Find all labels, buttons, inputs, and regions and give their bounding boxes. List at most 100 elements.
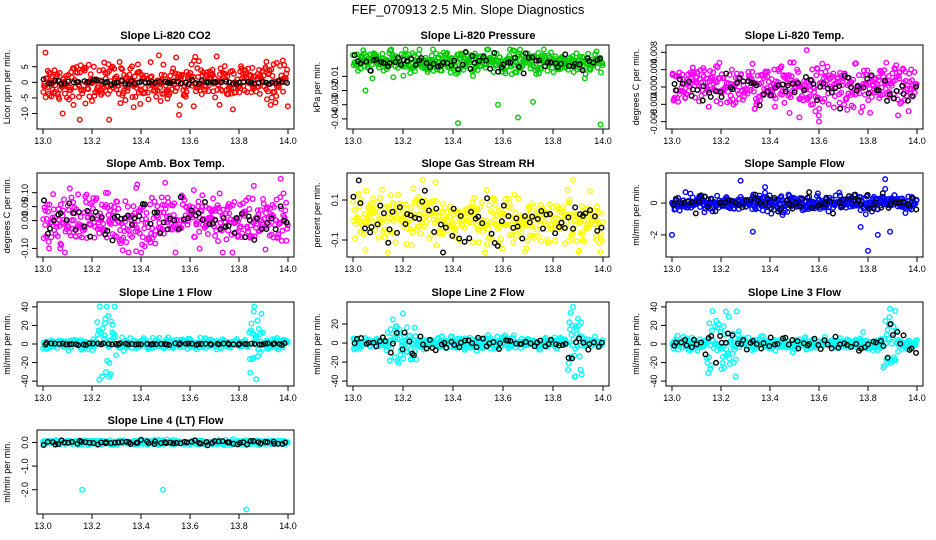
reference-point xyxy=(103,79,110,86)
data-point xyxy=(406,332,413,339)
data-point xyxy=(369,218,376,225)
reference-point xyxy=(113,79,120,86)
data-point xyxy=(224,73,231,80)
reference-point xyxy=(56,340,63,347)
reference-point xyxy=(882,78,889,85)
reference-point xyxy=(396,204,403,211)
reference-point xyxy=(537,337,544,344)
outlier-point xyxy=(865,247,872,254)
reference-point xyxy=(792,199,799,206)
data-point xyxy=(162,205,169,212)
reference-point xyxy=(840,196,847,203)
data-point xyxy=(705,103,712,110)
data-point xyxy=(868,94,875,101)
data-point xyxy=(538,238,545,245)
reference-point xyxy=(248,79,255,86)
data-point xyxy=(858,108,865,115)
reference-point xyxy=(679,80,686,87)
outlier-point xyxy=(577,366,584,373)
x-tick-label: 13.2 xyxy=(83,521,101,531)
reference-point xyxy=(533,57,540,64)
reference-point xyxy=(412,61,419,68)
reference-point xyxy=(144,340,151,347)
data-point xyxy=(113,233,120,240)
data-point xyxy=(430,216,437,223)
reference-point xyxy=(844,74,851,81)
reference-point xyxy=(479,220,486,227)
data-point xyxy=(714,192,721,199)
data-point xyxy=(725,88,732,95)
data-point xyxy=(515,195,522,202)
x-tick-label: 13.6 xyxy=(494,393,512,403)
data-point xyxy=(237,223,244,230)
data-point xyxy=(120,87,127,94)
reference-point xyxy=(441,339,448,346)
data-point xyxy=(86,93,93,100)
reference-point xyxy=(368,224,375,231)
data-point xyxy=(443,209,450,216)
data-point xyxy=(423,218,430,225)
reference-point xyxy=(864,75,871,82)
reference-point xyxy=(399,346,406,353)
data-point xyxy=(249,195,256,202)
plot-frame xyxy=(36,44,295,130)
data-point xyxy=(229,249,236,256)
reference-point xyxy=(386,60,393,67)
reference-point xyxy=(361,225,368,232)
reference-point xyxy=(154,209,161,216)
data-point xyxy=(268,211,275,218)
data-point xyxy=(137,100,144,107)
reference-point xyxy=(468,208,475,215)
data-point xyxy=(181,197,188,204)
reference-point xyxy=(63,216,70,223)
x-tick-label: 13.0 xyxy=(34,264,52,274)
data-point xyxy=(259,329,266,336)
data-point xyxy=(735,328,742,335)
outlier-point xyxy=(572,373,579,380)
reference-point xyxy=(175,226,182,233)
reference-point xyxy=(223,78,230,85)
reference-point xyxy=(878,204,885,211)
outlier-point xyxy=(857,223,864,230)
data-point xyxy=(246,206,253,213)
reference-point xyxy=(259,78,266,85)
x-tick-label: 13.8 xyxy=(230,264,248,274)
data-point xyxy=(892,357,899,364)
data-point xyxy=(537,221,544,228)
reference-point xyxy=(60,340,67,347)
data-point xyxy=(66,185,73,192)
y-tick-label: 20 xyxy=(330,319,340,329)
reference-point xyxy=(884,354,891,361)
x-tick-label: 13.2 xyxy=(712,136,730,146)
data-point xyxy=(407,204,414,211)
reference-point xyxy=(389,208,396,215)
reference-point xyxy=(909,93,916,100)
reference-point xyxy=(701,193,708,200)
data-point xyxy=(771,103,778,110)
reference-point xyxy=(233,80,240,87)
outlier-point xyxy=(59,110,66,117)
reference-point xyxy=(569,355,576,362)
reference-point xyxy=(505,59,512,66)
data-point xyxy=(249,330,256,337)
x-tick-label: 14.0 xyxy=(594,136,612,146)
data-point xyxy=(281,61,288,68)
outlier-point xyxy=(42,49,49,56)
data-point xyxy=(272,99,279,106)
reference-point xyxy=(457,213,464,220)
reference-point xyxy=(377,202,384,209)
reference-point xyxy=(789,80,796,87)
reference-point xyxy=(718,202,725,209)
reference-point xyxy=(855,197,862,204)
data-point xyxy=(101,332,108,339)
data-point xyxy=(403,241,410,248)
data-point xyxy=(389,316,396,323)
outlier-point xyxy=(786,109,793,116)
data-point xyxy=(721,364,728,371)
data-point xyxy=(895,348,902,355)
outlier-point xyxy=(157,98,164,105)
data-point xyxy=(355,190,362,197)
data-point xyxy=(409,229,416,236)
reference-point xyxy=(690,336,697,343)
